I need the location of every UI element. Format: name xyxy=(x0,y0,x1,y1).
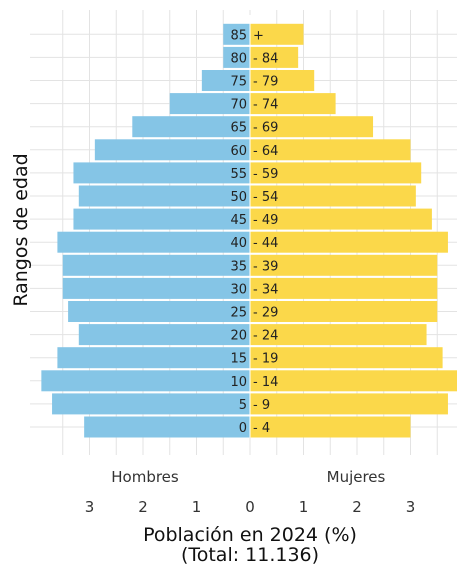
age-label-end-8: - 44 xyxy=(253,236,278,251)
bar-hombres-11 xyxy=(73,162,250,184)
bar-hombres-10 xyxy=(78,185,250,207)
bar-hombres-4 xyxy=(78,324,250,346)
age-label-start-16: 80 xyxy=(230,51,247,66)
age-label-start-11: 55 xyxy=(230,167,247,182)
bar-hombres-5 xyxy=(68,301,250,322)
bar-hombres-2 xyxy=(41,370,250,392)
age-label-start-12: 60 xyxy=(230,144,247,159)
age-label-end-17: + xyxy=(253,28,264,43)
age-label-end-2: - 14 xyxy=(253,375,278,390)
x-tick-label: 1 xyxy=(299,498,309,516)
age-label-start-5: 25 xyxy=(230,306,247,321)
age-label-end-11: - 59 xyxy=(253,167,278,182)
age-label-end-15: - 79 xyxy=(253,75,278,90)
age-label-end-10: - 54 xyxy=(253,190,278,205)
age-label-end-0: - 4 xyxy=(253,421,270,436)
age-label-start-17: 85 xyxy=(230,28,247,43)
bar-hombres-12 xyxy=(94,139,250,161)
legend-hombres: Hombres xyxy=(111,468,179,486)
age-label-end-16: - 84 xyxy=(253,51,278,66)
legend-mujeres: Mujeres xyxy=(327,468,386,486)
age-label-end-6: - 34 xyxy=(253,282,278,297)
age-label-start-14: 70 xyxy=(230,98,247,113)
bar-hombres-8 xyxy=(57,231,251,253)
bar-mujeres-16 xyxy=(250,46,299,68)
bar-hombres-3 xyxy=(57,347,251,369)
bar-mujeres-4 xyxy=(250,324,427,346)
age-label-start-8: 40 xyxy=(230,236,247,251)
age-label-start-13: 65 xyxy=(230,121,247,136)
bar-mujeres-0 xyxy=(250,416,411,438)
age-label-start-0: 0 xyxy=(239,421,247,436)
x-tick-label: 2 xyxy=(138,498,148,516)
bar-hombres-1 xyxy=(52,393,250,415)
x-axis-title: Población en 2024 (%) xyxy=(143,524,357,546)
age-label-end-1: - 9 xyxy=(253,398,270,413)
bar-mujeres-17 xyxy=(250,23,304,45)
bar-hombres-15 xyxy=(201,70,250,91)
bar-mujeres-2 xyxy=(250,370,457,392)
bar-mujeres-14 xyxy=(250,93,336,115)
bar-hombres-7 xyxy=(62,254,250,276)
x-tick-label: 1 xyxy=(192,498,202,516)
age-label-start-3: 15 xyxy=(230,352,247,367)
age-label-start-7: 35 xyxy=(230,259,247,274)
bar-mujeres-9 xyxy=(250,208,432,230)
bar-hombres-17 xyxy=(223,23,250,45)
bar-hombres-9 xyxy=(73,208,250,230)
age-label-start-1: 5 xyxy=(239,398,247,413)
bar-mujeres-6 xyxy=(250,277,438,299)
age-label-end-4: - 24 xyxy=(253,329,278,344)
bar-hombres-13 xyxy=(132,116,250,138)
x-tick-label: 2 xyxy=(352,498,362,516)
age-label-end-5: - 29 xyxy=(253,306,278,321)
age-label-end-14: - 74 xyxy=(253,98,278,113)
age-label-end-9: - 49 xyxy=(253,213,278,228)
bar-hombres-14 xyxy=(169,93,250,115)
bar-mujeres-7 xyxy=(250,254,438,276)
age-label-start-2: 10 xyxy=(230,375,247,390)
age-label-end-3: - 19 xyxy=(253,352,278,367)
x-tick-label: 3 xyxy=(406,498,416,516)
bar-mujeres-11 xyxy=(250,162,422,184)
age-label-start-10: 50 xyxy=(230,190,247,205)
bar-mujeres-15 xyxy=(250,70,315,91)
bar-mujeres-8 xyxy=(250,231,448,253)
bar-hombres-0 xyxy=(84,416,251,438)
bar-hombres-6 xyxy=(62,277,250,299)
bar-mujeres-5 xyxy=(250,301,438,322)
age-label-start-15: 75 xyxy=(230,75,247,90)
bar-mujeres-13 xyxy=(250,116,374,138)
bar-hombres-16 xyxy=(223,46,250,68)
x-tick-label: 3 xyxy=(85,498,95,516)
age-label-start-6: 30 xyxy=(230,282,247,297)
x-axis-subtitle: (Total: 11.136) xyxy=(181,544,319,566)
bar-mujeres-1 xyxy=(250,393,448,415)
age-label-end-7: - 39 xyxy=(253,259,278,274)
age-label-start-9: 45 xyxy=(230,213,247,228)
age-label-end-12: - 64 xyxy=(253,144,278,159)
x-tick-label: 0 xyxy=(245,498,255,516)
bar-mujeres-12 xyxy=(250,139,411,161)
age-label-start-4: 20 xyxy=(230,329,247,344)
age-label-end-13: - 69 xyxy=(253,121,278,136)
bar-mujeres-10 xyxy=(250,185,416,207)
y-axis-title: Rangos de edad xyxy=(10,153,32,306)
bar-mujeres-3 xyxy=(250,347,443,369)
